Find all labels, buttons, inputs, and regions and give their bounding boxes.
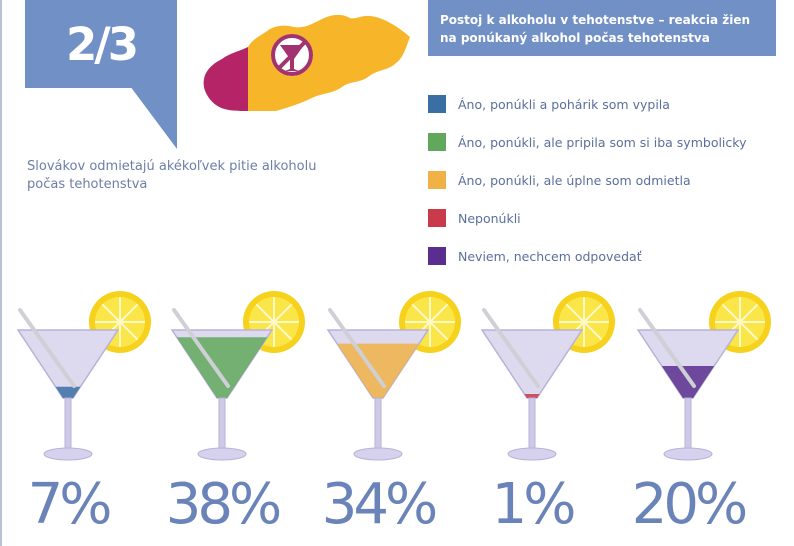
glass-base	[663, 447, 713, 461]
page-left-border	[0, 0, 2, 546]
glass-mark	[480, 291, 615, 461]
glass-straw	[638, 308, 696, 388]
glass-bowl	[480, 329, 584, 399]
lemon-segment	[565, 303, 585, 323]
legend-swatch	[428, 133, 446, 151]
legend-item: Áno, ponúkli a pohárik som vypila	[428, 94, 670, 114]
stat-value-box: 2/3	[25, 0, 177, 88]
glass-liquid	[176, 337, 268, 398]
legend-label: Neponúkli	[458, 210, 521, 226]
glass-liquid	[337, 343, 419, 398]
glass-mark	[326, 291, 461, 461]
glass-mark	[636, 291, 771, 461]
legend-swatch	[428, 209, 446, 227]
percentage-label: 34%	[321, 472, 438, 537]
lemon-segment	[429, 321, 449, 341]
glass-liquid	[55, 386, 81, 398]
legend-label: Áno, ponúkli, ale úplne som odmietla	[458, 172, 691, 188]
lemon-segment	[119, 303, 139, 323]
glass-stem	[528, 397, 536, 451]
stat-value: 2/3	[65, 17, 139, 71]
lemon-center	[271, 319, 277, 325]
lemon-center	[427, 319, 433, 325]
legend-label: Áno, ponúkli a pohárik som vypila	[458, 96, 670, 112]
lemon-center	[581, 319, 587, 325]
lemon-segment	[721, 303, 741, 323]
lemon-segment	[255, 303, 275, 323]
percentage-label: 7%	[27, 472, 113, 537]
glass-straw	[172, 308, 230, 388]
legend-item: Neponúkli	[428, 208, 521, 228]
legend-item: Áno, ponúkli, ale pripila som si iba sym…	[428, 132, 746, 152]
legend-title-box: Postoj k alkoholu v tehotenstve – reakci…	[428, 0, 776, 56]
glass-stem	[64, 397, 72, 451]
glass-liquid	[661, 366, 715, 398]
percentage-label: 38%	[165, 472, 282, 537]
stat-description: Slovákov odmietajú akékoľvek pitie alkoh…	[27, 159, 317, 192]
lemon-center	[117, 319, 123, 325]
legend-swatch	[428, 247, 446, 265]
lemon-segment	[119, 321, 139, 341]
percentage-label: 20%	[631, 472, 748, 537]
glass-mark	[170, 291, 305, 461]
percentage-label: 1%	[491, 472, 577, 537]
glass-mark	[16, 291, 151, 461]
glass-liquid	[524, 394, 540, 398]
stat-callout-tail	[130, 86, 177, 149]
lemon-segment	[739, 303, 759, 323]
legend-title: Postoj k alkoholu v tehotenstve – reakci…	[440, 13, 751, 45]
legend-swatch	[428, 171, 446, 189]
legend-item: Áno, ponúkli, ale úplne som odmietla	[428, 170, 691, 190]
cocktail-pictogram-chart	[16, 291, 771, 461]
glass-base	[197, 447, 247, 461]
legend-label: Neviem, nechcem odpovedať	[458, 248, 642, 264]
legend-label: Áno, ponúkli, ale pripila som si iba sym…	[458, 134, 747, 150]
lemon-segment	[411, 303, 431, 323]
slovakia-map	[203, 14, 410, 111]
legend-item: Neviem, nechcem odpovedať	[428, 246, 642, 266]
glass-stem	[684, 397, 692, 451]
no-alcohol-icon	[271, 34, 313, 76]
glass-base	[507, 447, 557, 461]
glass-straw	[328, 308, 386, 388]
lemon-segment	[739, 321, 759, 341]
lemon-segment	[273, 321, 293, 341]
glass-base	[43, 447, 93, 461]
glass-base	[353, 447, 403, 461]
glass-stem	[374, 397, 382, 451]
lemon-segment	[583, 321, 603, 341]
glass-straw	[482, 308, 540, 388]
lemon-center	[737, 319, 743, 325]
lemon-segment	[583, 303, 603, 323]
glass-straw	[18, 308, 76, 388]
legend-swatch	[428, 95, 446, 113]
glass-stem	[218, 397, 226, 451]
lemon-segment	[429, 303, 449, 323]
lemon-segment	[273, 303, 293, 323]
lemon-segment	[101, 303, 121, 323]
